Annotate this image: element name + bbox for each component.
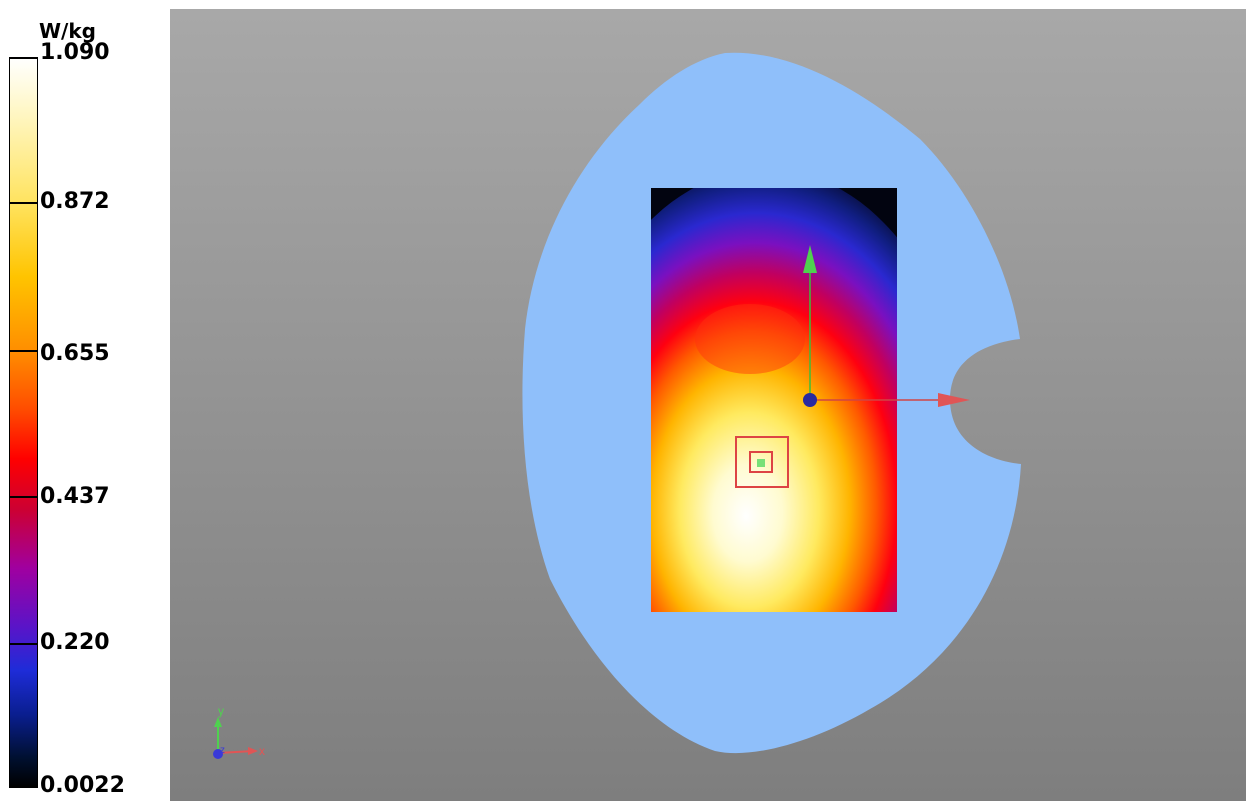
legend-tick-mark (9, 202, 38, 204)
axes-triad: y x z (213, 704, 265, 759)
triad-x-label: x (259, 744, 265, 758)
triad-y-label: y (218, 704, 224, 718)
legend-tick-label: 0.437 (40, 484, 110, 509)
peak-inner-box (749, 451, 773, 473)
legend-tick-mark (9, 350, 38, 352)
legend-tick-label: 0.220 (40, 630, 110, 655)
legend-tick-label-max: 1.090 (40, 40, 110, 65)
peak-outer-box (735, 436, 789, 488)
scene-canvas: y x z (213, 52, 1021, 759)
sar-hotspot (651, 188, 897, 612)
triad-z-label: z (220, 745, 225, 756)
legend-tick-label: 0.655 (40, 341, 110, 366)
legend-tick-mark (9, 643, 38, 645)
3d-viewport[interactable]: y x z (170, 9, 1246, 801)
origin-marker (803, 393, 817, 407)
legend-tick-label: 0.872 (40, 189, 110, 214)
y-axis-arrowhead (803, 245, 817, 273)
colorbar (9, 57, 38, 788)
legend-tick-label-min: 0.0022 (40, 773, 125, 798)
x-axis-arrowhead (938, 393, 970, 407)
legend-tick-mark (9, 57, 38, 59)
peak-point (757, 459, 765, 467)
legend-tick-mark (9, 496, 38, 498)
sar-lobe (695, 304, 805, 374)
legend-unit-label: W/kg (39, 19, 96, 43)
color-scale-legend: W/kg 1.090 0.872 0.655 0.437 0.220 0.002… (0, 0, 170, 801)
